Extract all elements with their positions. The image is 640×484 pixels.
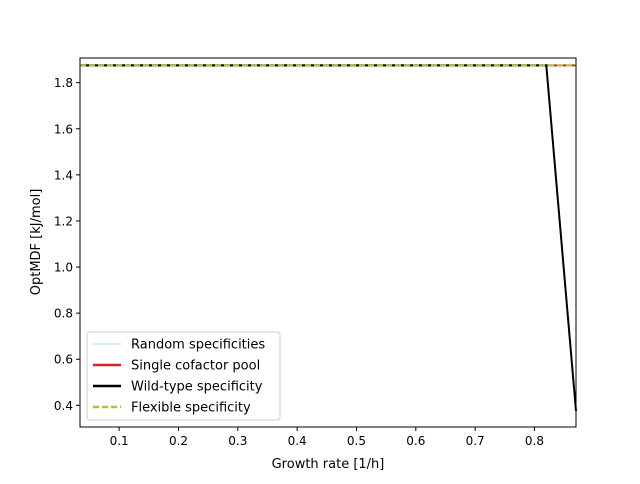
y-tick-label: 1.6 (54, 122, 73, 136)
y-tick-label: 1.0 (54, 261, 73, 275)
x-axis-label: Growth rate [1/h] (272, 457, 385, 472)
legend: Random specificities Single cofactor pool… (86, 331, 281, 421)
x-tick-label: 0.4 (288, 434, 307, 448)
x-tick-label: 0.1 (110, 434, 129, 448)
legend-items: Random specificities Single cofactor pool… (93, 338, 265, 416)
y-axis-ticks: 0.4 0.6 0.8 1.0 1.2 1.4 1.6 1.8 (54, 76, 80, 413)
x-tick-label: 0.5 (347, 434, 366, 448)
y-axis-label: OptMDF [kJ/mol] (29, 189, 44, 296)
y-tick-label: 1.4 (54, 168, 73, 182)
legend-label-flexible-specificity: Flexible specificity (131, 401, 251, 416)
y-tick-label: 0.4 (54, 399, 73, 413)
y-tick-label: 1.8 (54, 76, 73, 90)
y-tick-label: 0.6 (54, 353, 73, 367)
y-tick-label: 0.8 (54, 307, 73, 321)
legend-label-wild-type-specificity: Wild-type specificity (131, 380, 263, 395)
x-tick-label: 0.3 (228, 434, 247, 448)
y-tick-label: 1.2 (54, 214, 73, 228)
legend-box (86, 331, 281, 421)
x-tick-label: 0.6 (406, 434, 425, 448)
plot-frame (79, 57, 577, 428)
x-tick-label: 0.2 (169, 434, 188, 448)
x-axis-ticks: 0.1 0.2 0.3 0.4 0.5 0.6 0.7 0.8 (110, 427, 544, 448)
legend-label-random-specificities: Random specificities (131, 338, 265, 353)
series-layer (80, 64, 577, 412)
x-tick-label: 0.8 (525, 434, 544, 448)
x-tick-label: 0.7 (466, 434, 485, 448)
legend-label-single-cofactor-pool: Single cofactor pool (131, 359, 260, 374)
